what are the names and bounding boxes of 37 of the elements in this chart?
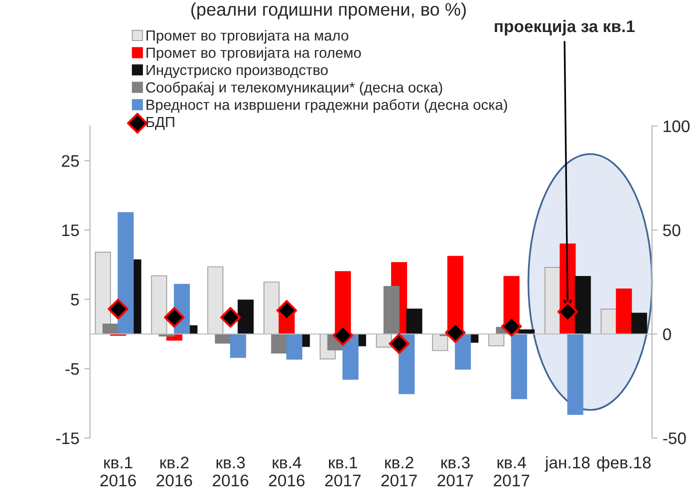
legend-label: Вредност на извршени градежни работи (десна оска) bbox=[146, 99, 508, 113]
legend-label: Промет во трговијата на големо bbox=[146, 47, 361, 61]
x-tick-label: кв.1 2017 bbox=[325, 456, 361, 486]
y-tick-label: -15 bbox=[56, 432, 79, 444]
x-tick-label: кв.3 2017 bbox=[438, 456, 474, 486]
y2-tick-label: 100 bbox=[664, 120, 690, 132]
y-tick-label: -5 bbox=[66, 363, 79, 375]
chart-title: (реални годишни промени, во %) bbox=[191, 2, 466, 20]
bar bbox=[616, 288, 632, 334]
x-tick-label: кв.3 2016 bbox=[212, 456, 248, 486]
point bbox=[220, 307, 241, 328]
y2-tick-label: 0 bbox=[663, 328, 672, 340]
point bbox=[108, 298, 128, 320]
x-tick-label: кв.4 2016 bbox=[269, 456, 305, 486]
x-tick-label: кв.2 2016 bbox=[156, 456, 192, 486]
x-tick-label: јан.18 bbox=[544, 456, 590, 472]
x-tick-label: фев.18 bbox=[597, 456, 651, 472]
x-tick-label: кв.1 2016 bbox=[100, 456, 136, 486]
bar bbox=[544, 267, 561, 334]
legend-label: Индустриско производство bbox=[146, 64, 328, 78]
legend-label: БДП bbox=[146, 117, 174, 130]
bar bbox=[631, 312, 648, 334]
point bbox=[388, 333, 410, 354]
bar bbox=[600, 308, 617, 334]
annotation: проекција за кв.1 bbox=[494, 20, 635, 36]
point bbox=[164, 307, 185, 328]
y-tick-label: 5 bbox=[70, 294, 79, 306]
y2-tick-label: 50 bbox=[663, 224, 680, 236]
x-tick-label: кв.4 2017 bbox=[494, 456, 530, 486]
y2-tick-label: -50 bbox=[663, 432, 686, 444]
bar bbox=[432, 334, 448, 352]
bar bbox=[454, 334, 471, 370]
legend-label: Промет во трговијата на мало bbox=[146, 30, 348, 44]
legend-label: Сообраќај и телекомуникации* (десна оска) bbox=[146, 82, 442, 96]
y-tick-label: 25 bbox=[62, 155, 79, 167]
x-tick-label: кв.2 2017 bbox=[381, 456, 417, 486]
y-tick-label: 15 bbox=[62, 224, 79, 236]
